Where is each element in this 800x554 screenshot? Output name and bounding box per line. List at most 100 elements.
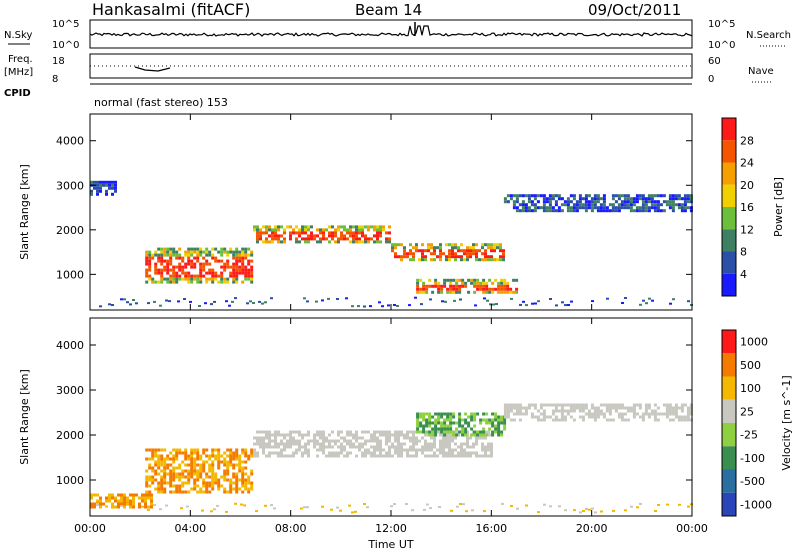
data-cell — [202, 478, 206, 482]
data-cell — [336, 298, 339, 300]
data-cell — [683, 200, 687, 204]
data-cell — [515, 206, 519, 210]
data-cell — [602, 412, 606, 416]
data-cell — [217, 454, 221, 458]
data-cell — [358, 445, 361, 449]
data-cell — [397, 448, 400, 452]
data-cell — [303, 297, 306, 300]
data-cell — [439, 433, 442, 437]
data-cell — [304, 442, 307, 446]
data-cell — [265, 454, 268, 458]
data-band — [145, 247, 254, 284]
data-cell — [611, 194, 615, 198]
data-cell — [123, 298, 126, 301]
data-cell — [123, 505, 126, 509]
data-cell — [635, 403, 639, 407]
data-cell — [376, 454, 379, 458]
data-cell — [117, 505, 120, 509]
data-cell — [211, 484, 215, 488]
data-cell — [689, 206, 693, 210]
data-cell — [358, 240, 361, 244]
data-cell — [510, 505, 513, 507]
data-cell — [325, 445, 328, 449]
data-cell — [533, 197, 537, 201]
data-cell — [274, 234, 277, 238]
data-cell — [635, 206, 639, 210]
data-cell — [343, 228, 346, 232]
data-cell — [175, 274, 179, 278]
data-cell — [226, 472, 230, 476]
data-cell — [548, 415, 552, 419]
data-cell — [225, 510, 228, 513]
data-cell — [205, 472, 209, 476]
data-cell — [105, 505, 108, 508]
data-cell — [460, 243, 463, 247]
data-cell — [153, 504, 156, 506]
data-cell — [322, 448, 325, 452]
data-cell — [602, 203, 606, 207]
colorbar-segment — [722, 423, 736, 447]
data-cell — [491, 287, 495, 291]
data-cell — [322, 234, 325, 238]
data-cell — [614, 403, 618, 407]
data-cell — [145, 256, 149, 260]
data-cell — [397, 430, 400, 434]
data-cell — [416, 287, 420, 291]
data-cell — [668, 203, 672, 207]
data-cell — [385, 436, 388, 440]
data-cell — [671, 418, 675, 422]
data-cell — [154, 469, 158, 473]
data-cell — [557, 194, 561, 198]
data-cell — [638, 206, 642, 210]
data-cell — [415, 249, 418, 253]
data-cell — [154, 268, 158, 272]
data-cell — [184, 475, 188, 479]
data-cell — [259, 442, 262, 446]
data-cell — [475, 252, 478, 256]
data-cell — [412, 448, 415, 452]
data-cell — [301, 225, 304, 229]
data-cell — [412, 439, 415, 443]
data-cell — [617, 197, 621, 201]
data-cell — [163, 277, 167, 281]
data-cell — [623, 194, 627, 198]
data-cell — [187, 490, 191, 494]
data-cell — [325, 439, 328, 443]
data-cell — [163, 265, 167, 269]
data-cell — [370, 237, 373, 241]
data-cell — [461, 433, 465, 437]
data-cell — [689, 406, 693, 410]
data-cell — [397, 255, 400, 259]
data-cell — [506, 200, 510, 204]
data-cell — [105, 189, 108, 193]
data-cell — [244, 478, 248, 482]
data-cell — [310, 225, 313, 229]
data-cell — [469, 436, 472, 440]
data-cell — [322, 430, 325, 434]
data-cell — [385, 442, 388, 446]
data-cell — [662, 412, 666, 416]
data-cell — [428, 418, 432, 422]
data-cell — [448, 243, 451, 247]
data-cell — [481, 442, 484, 446]
data-cell — [515, 197, 519, 201]
data-cell — [687, 505, 690, 508]
data-cell — [280, 448, 283, 452]
data-cell — [151, 277, 155, 281]
data-cell — [319, 231, 322, 235]
data-cell — [482, 278, 486, 282]
data-cell — [472, 243, 475, 247]
data-cell — [394, 243, 397, 247]
data-cell — [148, 274, 152, 278]
data-cell — [96, 493, 99, 497]
data-cell — [429, 507, 432, 510]
data-cell — [482, 281, 486, 285]
data-cell — [415, 451, 418, 455]
data-cell — [169, 268, 173, 272]
data-cell — [493, 258, 496, 262]
x-tick-label: 04:00 — [174, 522, 206, 535]
data-cell — [265, 442, 268, 446]
data-cell — [205, 277, 209, 281]
data-cell — [467, 278, 471, 282]
data-cell — [412, 445, 415, 449]
